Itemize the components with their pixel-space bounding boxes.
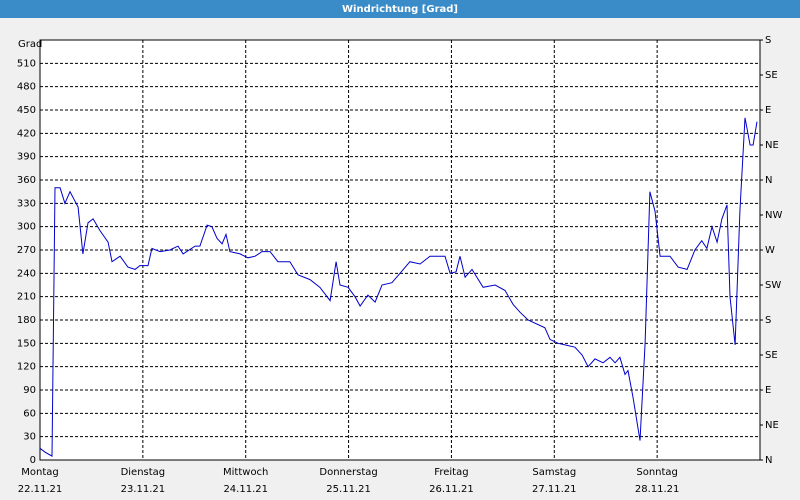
y-tick-label: 0 [30, 455, 36, 466]
y-tick-label: 510 [17, 58, 36, 69]
y-tick-label: 90 [23, 385, 36, 396]
y2-tick-label: N [765, 175, 772, 186]
y-tick-label: 420 [17, 128, 36, 139]
x-tick-label: Freitag [434, 467, 468, 478]
title-bar [0, 0, 800, 18]
x-tick-label: Montag [21, 467, 58, 478]
y-tick-label: 240 [17, 268, 36, 279]
y-tick-label: 480 [17, 82, 36, 93]
x-tick-date: 25.11.21 [326, 484, 371, 495]
y2-tick-label: NE [765, 420, 779, 431]
x-tick-date: 28.11.21 [635, 484, 680, 495]
y-tick-label: 180 [17, 315, 36, 326]
y2-tick-label: SE [765, 350, 778, 361]
y2-tick-label: E [765, 385, 771, 396]
y-axis-label: Grad [18, 39, 42, 50]
x-tick-label: Samstag [532, 467, 576, 478]
x-tick-date: 23.11.21 [121, 484, 166, 495]
y-tick-label: 120 [17, 362, 36, 373]
x-tick-date: 22.11.21 [18, 484, 63, 495]
x-tick-label: Dienstag [121, 467, 166, 478]
y-tick-label: 270 [17, 245, 36, 256]
y2-tick-label: S [765, 35, 771, 46]
y2-tick-label: NW [765, 210, 782, 221]
x-tick-label: Donnerstag [319, 467, 377, 478]
y2-tick-label: SE [765, 70, 778, 81]
y-tick-label: 300 [17, 222, 36, 233]
y-tick-label: 390 [17, 152, 36, 163]
x-tick-label: Mittwoch [223, 467, 268, 478]
chart-title: Windrichtung [Grad] [342, 4, 458, 15]
y-tick-label: 360 [17, 175, 36, 186]
y-tick-label: 330 [17, 198, 36, 209]
x-tick-date: 24.11.21 [223, 484, 268, 495]
x-tick-label: Sonntag [636, 467, 678, 478]
y-tick-label: 60 [23, 408, 36, 419]
x-tick-date: 27.11.21 [532, 484, 577, 495]
y2-tick-label: N [765, 455, 772, 466]
y2-tick-label: S [765, 315, 771, 326]
y-tick-label: 450 [17, 105, 36, 116]
data-line [39, 117, 758, 457]
y2-tick-label: W [765, 245, 775, 256]
y-tick-label: 150 [17, 338, 36, 349]
y-tick-label: 210 [17, 292, 36, 303]
y2-tick-label: NE [765, 140, 779, 151]
y2-tick-label: SW [765, 280, 781, 291]
y2-tick-label: E [765, 105, 771, 116]
x-tick-date: 26.11.21 [429, 484, 474, 495]
y-tick-label: 30 [23, 432, 36, 443]
